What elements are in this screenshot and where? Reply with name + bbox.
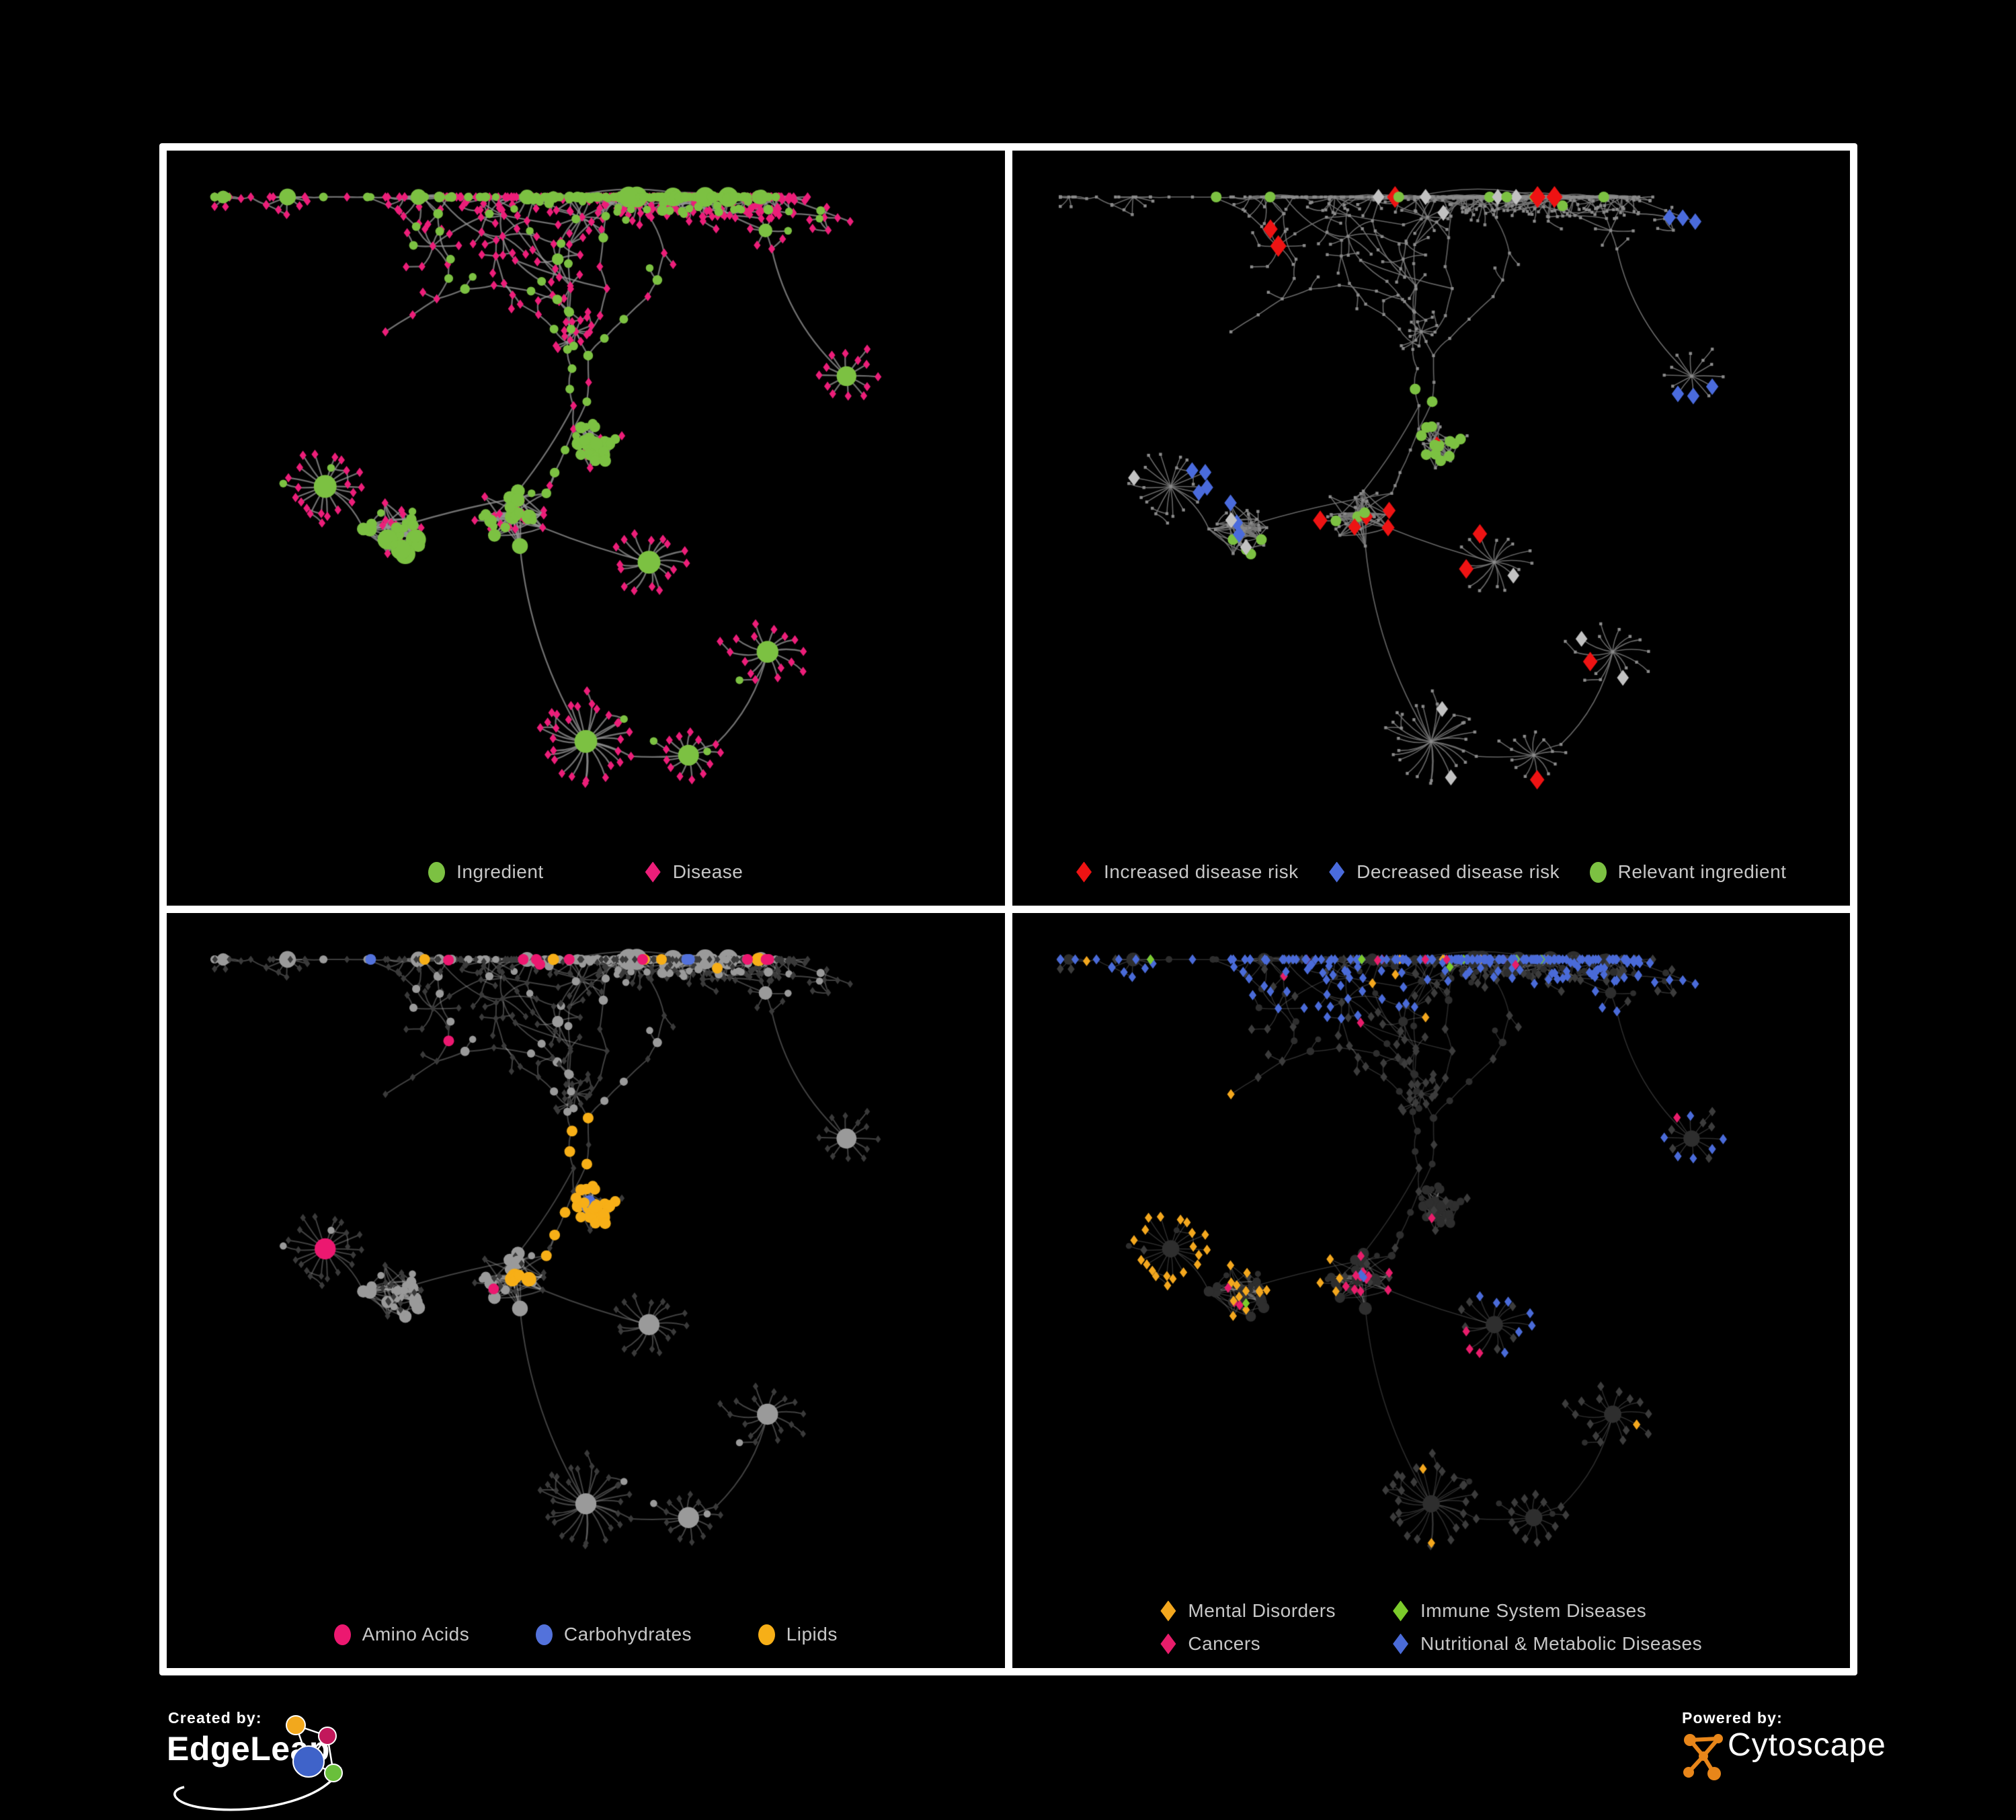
legend-label: Amino Acids [362, 1624, 470, 1645]
panel-disease-categories: Mental Disorders Immune System Diseases … [1012, 913, 1851, 1668]
network-canvas-disease-categories [1012, 913, 1850, 1668]
decreased-risk-marker-icon [1329, 861, 1345, 883]
legend-item-increased-risk: Increased disease risk [1076, 861, 1299, 883]
cytoscape-branding: Powered by: Cytoscape [1674, 1705, 1896, 1806]
cytoscape-brand-name: Cytoscape [1728, 1727, 1886, 1763]
increased-risk-marker-icon [1076, 861, 1092, 883]
network-canvas-ingredient-disease [167, 151, 1005, 906]
legend-item-relevant-ingredient: Relevant ingredient [1589, 861, 1787, 883]
legend-label: Ingredient [456, 861, 544, 882]
panel-disease-risk: Increased disease risk Decreased disease… [1012, 151, 1851, 906]
legend-disease-categories: Mental Disorders Immune System Diseases … [1012, 1600, 1851, 1655]
legend-item-cancers: Cancers [1160, 1633, 1336, 1655]
cancers-marker-icon [1160, 1633, 1176, 1655]
disease-marker-icon [645, 861, 661, 883]
legend-ingredient-disease: Ingredient Disease [167, 861, 1005, 883]
carbohydrates-marker-icon [535, 1624, 553, 1645]
legend-disease-risk: Increased disease risk Decreased disease… [1012, 861, 1851, 883]
network-canvas-nutrient-classes [167, 913, 1005, 1668]
legend-item-lipids: Lipids [758, 1624, 838, 1645]
legend-nutrient-classes: Amino Acids Carbohydrates Lipids [167, 1624, 1005, 1645]
legend-item-decreased-risk: Decreased disease risk [1328, 861, 1560, 883]
legend-label: Mental Disorders [1188, 1600, 1336, 1621]
edgeleap-brand-name: EdgeLeap [167, 1730, 330, 1768]
legend-label: Decreased disease risk [1357, 861, 1560, 882]
network-canvas-disease-risk [1012, 151, 1850, 906]
lipids-marker-icon [758, 1624, 775, 1645]
amino-acids-marker-icon [333, 1624, 351, 1645]
created-by-label: Created by: [168, 1709, 262, 1727]
legend-item-nutritional-metabolic-diseases: Nutritional & Metabolic Diseases [1392, 1633, 1702, 1655]
panel-grid: Ingredient Disease Increased disease ris… [159, 143, 1857, 1675]
panel-nutrient-classes: Amino Acids Carbohydrates Lipids [167, 913, 1005, 1668]
legend-label: Nutritional & Metabolic Diseases [1420, 1633, 1703, 1654]
edgeleap-branding: Created by: EdgeLeap [160, 1705, 382, 1819]
relevant-ingredient-marker-icon [1589, 861, 1607, 883]
ingredient-marker-icon [428, 861, 446, 883]
legend-item-ingredient: Ingredient [428, 861, 544, 883]
legend-label: Increased disease risk [1104, 861, 1299, 882]
legend-label: Disease [672, 861, 743, 882]
legend-item-mental-disorders: Mental Disorders [1160, 1600, 1336, 1622]
immune-diseases-marker-icon [1393, 1600, 1409, 1622]
legend-label: Immune System Diseases [1420, 1600, 1647, 1621]
panel-ingredient-disease: Ingredient Disease [167, 151, 1005, 906]
legend-label: Cancers [1188, 1633, 1261, 1654]
legend-item-carbohydrates: Carbohydrates [535, 1624, 692, 1645]
nutritional-metabolic-marker-icon [1393, 1633, 1409, 1655]
legend-item-immune-system-diseases: Immune System Diseases [1392, 1600, 1702, 1622]
powered-by-label: Powered by: [1682, 1709, 1783, 1727]
legend-item-amino-acids: Amino Acids [333, 1624, 470, 1645]
legend-item-disease: Disease [645, 861, 743, 883]
legend-label: Relevant ingredient [1617, 861, 1787, 882]
mental-disorders-marker-icon [1160, 1600, 1176, 1622]
legend-label: Lipids [786, 1624, 838, 1645]
legend-label: Carbohydrates [563, 1624, 692, 1645]
